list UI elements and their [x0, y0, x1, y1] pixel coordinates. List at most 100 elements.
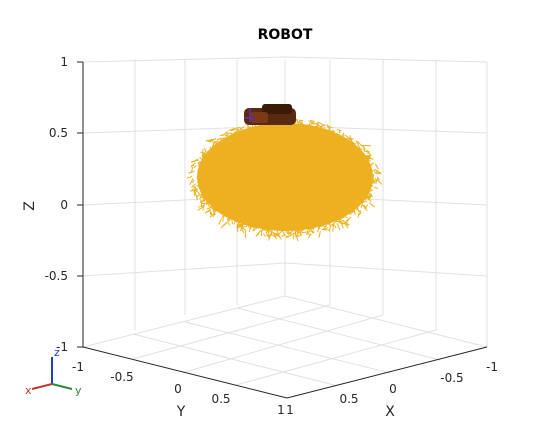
workspace-point [203, 148, 207, 152]
workspace-point [338, 205, 342, 208]
workspace-point [344, 216, 348, 219]
workspace-point [314, 137, 322, 140]
x-axis-label: X [385, 404, 395, 420]
workspace-point [191, 183, 196, 188]
workspace-point [364, 164, 371, 168]
workspace-point [349, 153, 353, 156]
workspace-point [342, 208, 346, 212]
workspace-point [210, 200, 214, 205]
y-tick-label: -0.5 [110, 370, 133, 384]
workspace-point [220, 154, 223, 159]
workspace-point [207, 192, 215, 196]
workspace-point [307, 128, 313, 133]
workspace-point [356, 170, 360, 177]
workspace-point [241, 126, 245, 129]
workspace-point [369, 158, 374, 160]
workspace-point [349, 204, 354, 212]
workspace-point [221, 199, 225, 205]
workspace-point [312, 127, 318, 131]
workspace-point [271, 131, 279, 137]
workspace-point [214, 152, 220, 157]
workspace-point [194, 188, 198, 195]
workspace-point [212, 144, 216, 149]
workspace-point [211, 195, 216, 199]
workspace-point [239, 132, 245, 140]
workspace-point [210, 174, 216, 179]
workspace-point [252, 134, 258, 139]
workspace-point [333, 212, 336, 216]
workspace-point [324, 132, 331, 135]
workspace-point [324, 215, 328, 223]
workspace-point [305, 131, 311, 135]
workspace-point [219, 134, 224, 137]
workspace-point [212, 181, 217, 190]
workspace-point [206, 151, 213, 156]
workspace-point [315, 135, 321, 139]
workspace-point [265, 233, 270, 239]
workspace-point [209, 146, 214, 152]
workspace-point [251, 124, 254, 133]
workspace-point [210, 205, 217, 212]
workspace-point [213, 200, 218, 207]
workspace-point [238, 212, 243, 220]
workspace-point [245, 129, 249, 137]
workspace-point [332, 144, 338, 147]
workspace-point [199, 195, 203, 200]
workspace-point [324, 227, 329, 230]
workspace-point [205, 161, 212, 165]
workspace-point [298, 120, 304, 126]
workspace-point [241, 228, 245, 234]
workspace-point [369, 162, 375, 167]
workspace-point [322, 224, 328, 231]
workspace-point [222, 212, 230, 216]
workspace-point [234, 138, 238, 143]
y-tick-label: 0 [174, 382, 182, 396]
workspace-point [307, 230, 311, 234]
workspace-point [306, 134, 313, 137]
workspace-point-cloud [186, 117, 383, 242]
workspace-point [376, 176, 380, 181]
workspace-point [189, 178, 194, 186]
workspace-point [315, 125, 320, 127]
workspace-point [292, 223, 301, 226]
workspace-point [358, 174, 362, 180]
workspace-point [336, 222, 341, 231]
workspace-point [232, 133, 237, 141]
workspace-point [366, 153, 372, 160]
workspace-point [230, 213, 233, 217]
workspace-point [262, 233, 266, 237]
workspace-point [222, 144, 225, 149]
workspace-point [335, 209, 339, 217]
workspace-point [356, 153, 361, 158]
workspace-point [300, 231, 308, 234]
triad-y-label: y [75, 384, 82, 397]
workspace-point [355, 200, 362, 204]
workspace-point [300, 224, 305, 231]
workspace-point [210, 183, 213, 188]
workspace-point [308, 233, 312, 239]
z-ticks: 1 0.5 0 -0.5 -1 [45, 55, 68, 354]
workspace-point [303, 125, 309, 131]
workspace-point [220, 149, 228, 153]
workspace-point [320, 127, 323, 132]
workspace-point [212, 212, 216, 218]
workspace-point [203, 177, 210, 180]
workspace-point [208, 189, 215, 194]
workspace-point [338, 219, 344, 225]
workspace-point [368, 172, 372, 179]
workspace-point [306, 124, 311, 132]
workspace-point [342, 201, 347, 205]
workspace-point [295, 233, 299, 242]
workspace-point [214, 206, 219, 209]
workspace-point [196, 184, 201, 189]
orientation-triad: z x y [25, 346, 82, 397]
workspace-point [203, 165, 206, 169]
workspace-point [360, 178, 365, 181]
workspace-point [318, 222, 323, 227]
workspace-point [352, 148, 357, 151]
workspace-point [368, 193, 373, 200]
workspace-point [199, 183, 206, 191]
workspace-point [199, 186, 203, 190]
workspace-point [218, 142, 222, 147]
